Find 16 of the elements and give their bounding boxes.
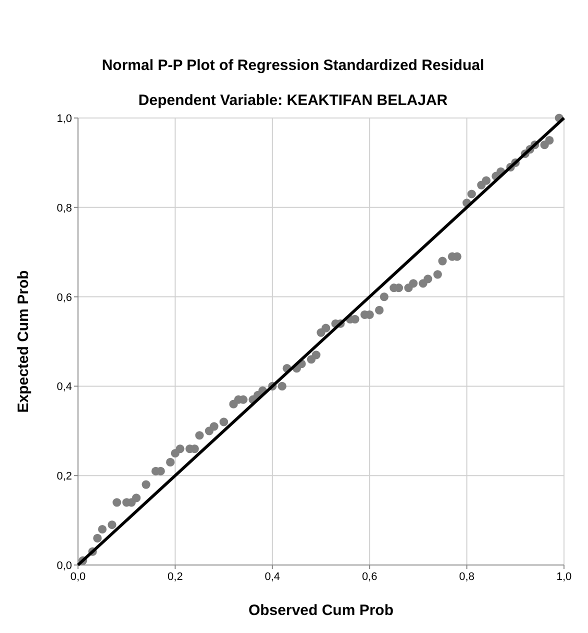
chart-subtitle: Dependent Variable: KEAKTIFAN BELAJAR (138, 92, 448, 109)
x-tick-label: 0,0 (70, 571, 86, 583)
chart-title: Normal P-P Plot of Regression Standardized Residual (102, 57, 484, 74)
y-tick-label: 0,2 (56, 470, 72, 483)
x-tick-label: 0,4 (264, 571, 280, 583)
x-tick-label: 0,2 (168, 571, 183, 583)
x-tick-label: 1,0 (556, 571, 572, 583)
y-tick-label: 0,0 (56, 560, 72, 572)
x-tick-label: 0,6 (362, 571, 378, 583)
y-axis-title: Expected Cum Prob (15, 270, 32, 413)
y-tick-label: 0,8 (56, 202, 72, 214)
y-tick-label: 1,0 (56, 113, 72, 125)
x-tick-label: 0,8 (459, 571, 474, 583)
y-tick-label: 0,6 (56, 292, 72, 304)
y-tick-label: 0,4 (56, 381, 72, 394)
x-axis-title: Observed Cum Prob (248, 602, 394, 619)
